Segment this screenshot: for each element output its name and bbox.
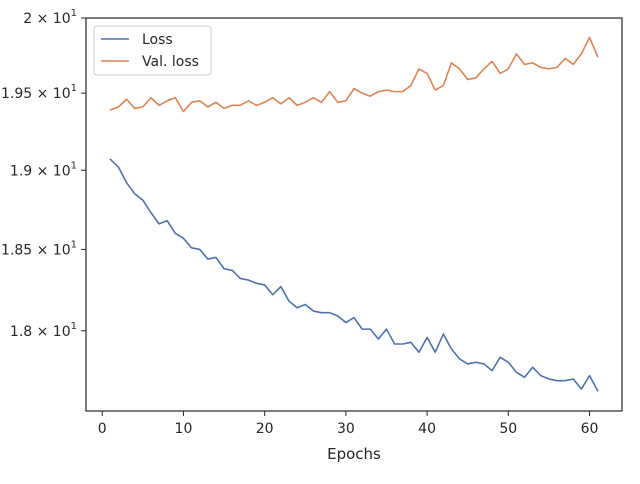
x-axis-label: Epochs [327,445,381,463]
y-tick-label: 1.85 × 101 [1,239,77,258]
x-tick-label: 20 [256,421,274,437]
y-tick-label: 1.8 × 101 [10,321,77,340]
x-tick-label: 40 [418,421,436,437]
legend-label-loss: Loss [142,32,173,48]
x-tick-label: 50 [499,421,517,437]
y-tick-label: 1.9 × 101 [10,160,77,179]
x-axis-ticks: 0 10 20 30 40 50 60 [98,411,599,437]
x-tick-label: 30 [337,421,355,437]
y-tick-label: 2 × 101 [23,8,77,27]
x-tick-label: 0 [98,421,107,437]
x-tick-label: 60 [581,421,599,437]
y-tick-label: 1.95 × 101 [1,83,77,102]
plot-area [86,18,622,411]
series-line-val-loss [109,36,599,113]
y-axis-ticks: 1.8 × 101 1.85 × 101 1.9 × 101 1.95 × 101 2 … [1,8,86,340]
plot-frame [85,17,623,412]
x-tick-label: 10 [175,421,193,437]
series-line-loss [109,158,599,392]
legend-label-val-loss: Val. loss [142,54,199,70]
series-lines [109,36,599,392]
legend: Loss Val. loss [93,25,212,76]
